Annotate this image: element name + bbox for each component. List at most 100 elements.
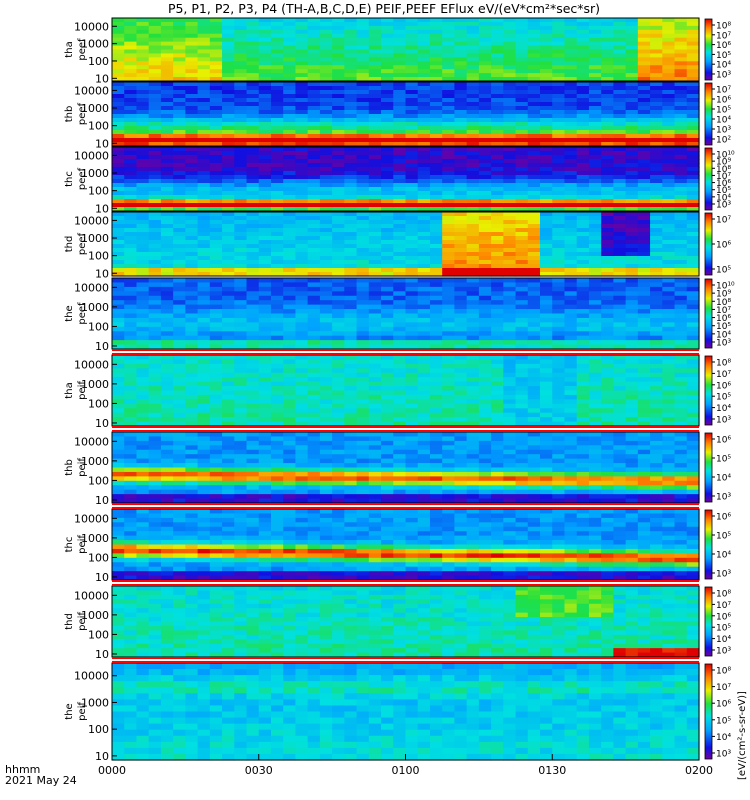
heatmap-cell [515, 69, 529, 74]
heatmap-cell [429, 171, 443, 176]
heatmap-cell [173, 440, 186, 446]
heatmap-cell [405, 264, 419, 269]
heatmap-cell [295, 94, 309, 99]
heatmap-cell [332, 355, 345, 361]
heatmap-cell [637, 183, 651, 188]
heatmap-cell [332, 110, 345, 115]
heatmap-cell [613, 82, 627, 87]
heatmap-cell [246, 191, 260, 196]
heatmap-cell [650, 118, 663, 123]
heatmap-cell [405, 167, 419, 172]
heatmap-cell [270, 187, 284, 192]
heatmap-cell [295, 29, 309, 35]
heatmap-cell [185, 304, 199, 310]
heatmap-cell [222, 69, 235, 74]
heatmap-cell [173, 359, 186, 365]
heatmap-cell [478, 381, 492, 387]
heatmap-cell [442, 260, 456, 265]
heatmap-cell [637, 377, 651, 383]
heatmap-cell [319, 394, 333, 400]
heatmap-cell [686, 286, 700, 292]
panel-label-probe: tha [64, 382, 75, 398]
heatmap-cell [381, 390, 394, 396]
heatmap-cell [429, 403, 443, 409]
heatmap-cell [662, 363, 676, 369]
heatmap-cell [417, 147, 431, 152]
heatmap-cell [637, 21, 651, 27]
heatmap-cell [332, 147, 345, 152]
heatmap-cell [601, 399, 614, 405]
heatmap-cell [625, 386, 639, 392]
heatmap-cell [185, 322, 199, 328]
heatmap-cell [246, 53, 260, 58]
heatmap-cell [491, 155, 504, 160]
heatmap-cell [295, 187, 309, 192]
heatmap-cell [454, 118, 468, 123]
heatmap-cell [637, 33, 651, 39]
heatmap-cell [136, 467, 150, 473]
heatmap-cell [112, 151, 125, 156]
heatmap-cell [503, 317, 517, 323]
heatmap-cell [160, 244, 174, 249]
heatmap-cell [332, 114, 345, 119]
heatmap-cell [197, 199, 211, 204]
heatmap-cell [209, 291, 223, 297]
heatmap-cell [527, 344, 541, 350]
heatmap-cell [356, 49, 370, 55]
heatmap-cell [332, 228, 345, 233]
heatmap-cell [674, 102, 688, 107]
heatmap-cell [173, 167, 186, 172]
heatmap-cell [258, 286, 272, 292]
heatmap-cell [540, 45, 553, 51]
heatmap-cell [209, 445, 223, 451]
heatmap-cell [527, 86, 541, 91]
heatmap-cell [222, 408, 235, 414]
heatmap-cell [270, 175, 284, 180]
heatmap-cell [222, 268, 235, 273]
heatmap-cell [356, 138, 370, 143]
heatmap-cell [295, 403, 309, 409]
heatmap-cell [662, 268, 676, 273]
heatmap-cell [160, 309, 174, 315]
heatmap-cell [222, 212, 235, 217]
heatmap-cell [307, 199, 321, 204]
heatmap-cell [662, 313, 676, 319]
heatmap-cell [686, 45, 700, 51]
heatmap-cell [124, 432, 138, 438]
heatmap-cell [576, 363, 590, 369]
heatmap-cell [478, 21, 492, 27]
heatmap-cell [540, 138, 553, 143]
heatmap-cell [368, 381, 382, 387]
heatmap-cell [478, 317, 492, 323]
heatmap-cell [112, 179, 125, 184]
heatmap-cell [637, 73, 651, 78]
heatmap-cell [625, 134, 639, 139]
heatmap-cell [283, 309, 297, 315]
heatmap-cell [429, 291, 443, 297]
heatmap-cell [197, 485, 211, 491]
heatmap-cell [344, 199, 358, 204]
heatmap-cell [356, 300, 370, 306]
heatmap-cell [234, 326, 248, 332]
heatmap-cell [478, 216, 492, 221]
heatmap-cell [466, 114, 480, 119]
heatmap-cell [552, 69, 566, 74]
heatmap-cell [650, 57, 663, 62]
heatmap-cell [650, 304, 663, 310]
heatmap-cell [197, 355, 211, 361]
heatmap-cell [270, 489, 284, 495]
heatmap-cell [234, 440, 248, 446]
heatmap-cell [515, 244, 529, 249]
heatmap-cell [417, 199, 431, 204]
heatmap-cell [552, 90, 566, 95]
heatmap-cell [637, 272, 651, 277]
heatmap-cell [454, 363, 468, 369]
heatmap-cell [429, 122, 443, 127]
heatmap-cell [209, 394, 223, 400]
heatmap-cell [540, 130, 553, 135]
heatmap-cell [588, 29, 602, 35]
heatmap-cell [246, 167, 260, 172]
heatmap-cell [674, 408, 688, 414]
heatmap-cell [368, 344, 382, 350]
heatmap-cell [295, 45, 309, 51]
